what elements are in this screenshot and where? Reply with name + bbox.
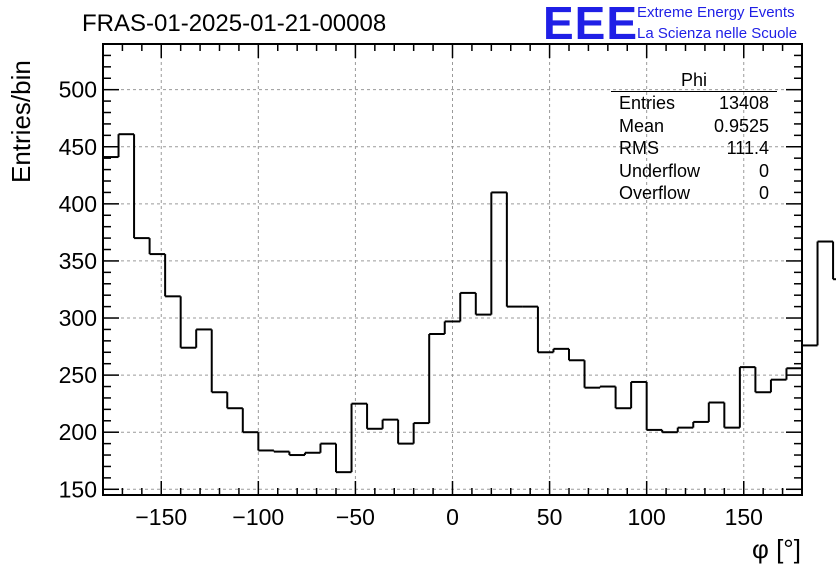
stats-value: 0 (758, 183, 769, 203)
y-tick-label: 400 (59, 191, 97, 217)
y-axis-label: Entries/bin (6, 60, 36, 183)
logo-text-line1: Extreme Energy Events (637, 4, 795, 21)
stats-row-entries: Entries 13408 (611, 92, 777, 115)
stats-box: Phi Entries 13408 Mean 0.9525 RMS 111.4 … (611, 71, 777, 205)
stats-label: Mean (619, 115, 665, 136)
y-tick-label: 200 (59, 419, 97, 445)
y-tick-label: 300 (59, 305, 97, 331)
x-tick-label: 0 (446, 504, 459, 530)
stats-row-overflow: Overflow 0 (611, 182, 777, 205)
stats-value: 13408 (718, 93, 769, 113)
stats-row-rms: RMS 111.4 (611, 137, 777, 160)
x-tick-label: 50 (537, 504, 563, 530)
stats-value: 0.9525 (713, 115, 769, 136)
stats-label: Overflow (619, 183, 691, 203)
x-tick-label: −150 (135, 504, 187, 530)
eee-logo: EEE (543, 0, 639, 49)
y-tick-label: 150 (59, 476, 97, 502)
logo-text-line2: La Scienza nelle Scuole (637, 25, 798, 42)
x-axis-label: φ [°] (752, 534, 801, 564)
stats-box-title: Phi (611, 71, 777, 92)
stats-label: Underflow (619, 160, 701, 181)
stats-value: 111.4 (726, 138, 769, 158)
stats-label: RMS (619, 138, 659, 158)
stats-label: Entries (619, 93, 676, 113)
stats-row-mean: Mean 0.9525 (611, 115, 777, 138)
y-tick-label: 500 (59, 77, 97, 103)
x-tick-label: 100 (627, 504, 665, 530)
y-tick-label: 250 (59, 362, 97, 388)
x-tick-label: 150 (725, 504, 763, 530)
stats-value: 0 (758, 160, 769, 181)
stats-row-underflow: Underflow 0 (611, 160, 777, 183)
chart-title: FRAS-01-2025-01-21-00008 (82, 10, 387, 37)
y-tick-label: 450 (59, 134, 97, 160)
x-tick-label: −50 (336, 504, 375, 530)
x-tick-label: −100 (232, 504, 284, 530)
y-tick-label: 350 (59, 248, 97, 274)
